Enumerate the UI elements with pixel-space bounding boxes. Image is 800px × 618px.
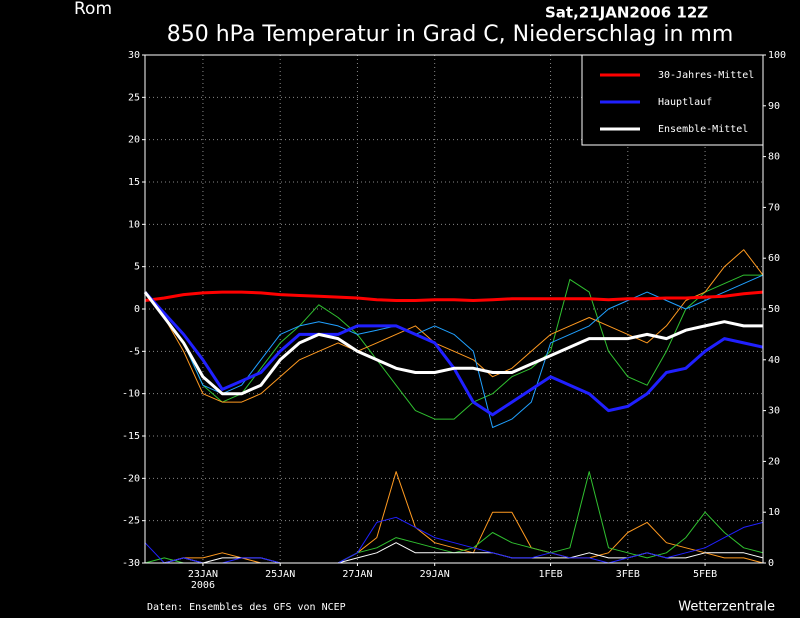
plot (143, 249, 764, 564)
y2-tick-label: 0 (768, 558, 774, 569)
legend-label: Ensemble-Mittel (658, 124, 748, 135)
y-tick-label: -5 (128, 346, 140, 357)
x-tick-label: 27JAN (342, 569, 372, 580)
y2-tick-label: 40 (768, 355, 780, 366)
y-tick-label: 10 (128, 219, 140, 230)
series-line (143, 291, 763, 396)
series-line (144, 290, 764, 302)
y-tick-label: -15 (122, 431, 140, 442)
y-tick-label: -20 (122, 473, 140, 484)
y2-tick-label: 80 (768, 152, 780, 163)
x-year-label: 2006 (191, 580, 215, 591)
y2-tick-label: 70 (768, 202, 780, 213)
member-line (144, 274, 763, 420)
precip-line (144, 516, 764, 564)
legend-label: 30-Jahres-Mittel (658, 70, 754, 81)
x-tick-label: 3FEB (616, 569, 640, 580)
x-tick-label: 5FEB (693, 569, 717, 580)
x-tick-label: 25JAN (265, 569, 295, 580)
x-tick-label: 29JAN (420, 569, 450, 580)
y2-tick-label: 60 (768, 253, 780, 264)
y-tick-label: -25 (122, 516, 140, 527)
precip-line (145, 471, 764, 564)
y-tick-label: 0 (134, 304, 140, 315)
location: Rom (74, 0, 112, 19)
source: Daten: Ensembles des GFS von NCEP (147, 602, 346, 613)
legend-label: Hauptlauf (658, 97, 712, 108)
y2-tick-label: 100 (768, 50, 786, 61)
y2-tick-label: 30 (768, 406, 780, 417)
y-tick-label: 5 (134, 262, 140, 273)
plot-frame (144, 54, 764, 564)
y-tick-label: -30 (122, 558, 140, 569)
y2-tick-label: 90 (768, 101, 780, 112)
run-time: Sat,21JAN2006 12Z (545, 4, 708, 22)
member-line (144, 249, 764, 403)
y2-tick-label: 10 (768, 507, 780, 518)
x-tick-label: 23JAN (188, 569, 218, 580)
chart-title: 850 hPa Temperatur in Grad C, Niederschl… (167, 22, 734, 47)
y-tick-label: -10 (122, 389, 140, 400)
credit: Wetterzentrale (678, 600, 775, 615)
y-tick-label: 20 (128, 135, 140, 146)
y-tick-label: 30 (128, 50, 140, 61)
x-tick-label: 1FEB (539, 569, 563, 580)
y-tick-label: 25 (128, 92, 140, 103)
y-tick-label: 15 (128, 177, 140, 188)
legend: 30-Jahres-Mittel Hauptlauf Ensemble-Mittel (581, 54, 764, 146)
y2-tick-label: 50 (768, 304, 780, 315)
y2-tick-label: 20 (768, 456, 780, 467)
